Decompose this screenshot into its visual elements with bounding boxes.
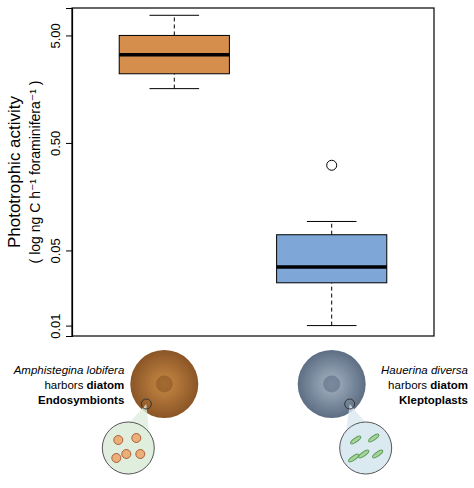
specimen-center — [323, 376, 340, 393]
kleptoplast-icon — [372, 449, 384, 459]
chart: 0.01 0.05 0.50 5.00 Phototrophic activity( l… — [0, 0, 474, 488]
symbiont-icon — [132, 434, 141, 443]
median — [277, 265, 387, 269]
whisker-cap — [150, 15, 200, 16]
y-tick-mark — [66, 35, 72, 36]
symbiont-icon — [122, 450, 131, 459]
annotation: Kleptoplasts — [399, 394, 468, 406]
category-label: Amphistegina lobifera — [13, 364, 125, 376]
whisker-cap — [307, 325, 357, 326]
y-tick-label: 5.00 — [48, 23, 63, 48]
specimen-image — [298, 350, 366, 418]
symbiont-icon — [112, 454, 121, 463]
boxes — [119, 15, 387, 325]
y-tick-mark — [66, 143, 72, 144]
kleptoplast-icon — [358, 449, 370, 459]
kleptoplast-icon — [350, 435, 362, 445]
y-tick-label: 0.50 — [48, 131, 63, 156]
kleptoplast-icon — [348, 453, 360, 463]
box — [119, 35, 229, 73]
specimen-image — [130, 350, 198, 418]
zoom-spot — [141, 399, 151, 409]
lower-whisker — [174, 74, 175, 89]
y-axis-title: Phototrophic activity — [5, 95, 24, 248]
specimen-center — [156, 376, 173, 393]
annotation: harbors diatom — [44, 379, 124, 391]
outlier — [327, 160, 337, 170]
median — [119, 53, 229, 57]
upper-whisker — [174, 15, 175, 35]
y-tick: 0.01 — [48, 313, 72, 338]
lower-whisker — [331, 283, 332, 326]
symbiont-icon — [136, 450, 145, 459]
whisker-cap — [150, 88, 200, 89]
y-tick: 0.50 — [48, 131, 72, 156]
category-label: Hauerina diversa — [381, 364, 468, 376]
box — [277, 235, 387, 283]
y-tick: 0.05 — [48, 238, 72, 263]
y-axis: 0.01 0.05 0.50 5.00 — [48, 9, 73, 339]
plot-frame — [72, 8, 434, 336]
upper-whisker — [331, 221, 332, 234]
box-group — [119, 15, 229, 88]
symbiont-icon — [114, 436, 123, 445]
annotation: Endosymbionts — [38, 394, 124, 406]
inset — [102, 422, 154, 474]
inset — [340, 422, 392, 474]
annotation: harbors diatom — [388, 379, 468, 391]
box-group — [277, 160, 387, 325]
whisker-cap — [307, 221, 357, 222]
y-tick: 5.00 — [48, 23, 72, 48]
y-tick-label: 0.05 — [48, 238, 63, 263]
y-tick-mark — [66, 326, 72, 327]
y-axis-line — [66, 9, 73, 337]
y-tick-label: 0.01 — [48, 313, 63, 338]
y-tick-mark — [66, 250, 72, 251]
zoom-spot — [345, 399, 355, 409]
kleptoplast-icon — [368, 433, 380, 443]
y-axis-units: ( log ng C h⁻¹ foraminifera⁻¹ ) — [27, 81, 43, 264]
